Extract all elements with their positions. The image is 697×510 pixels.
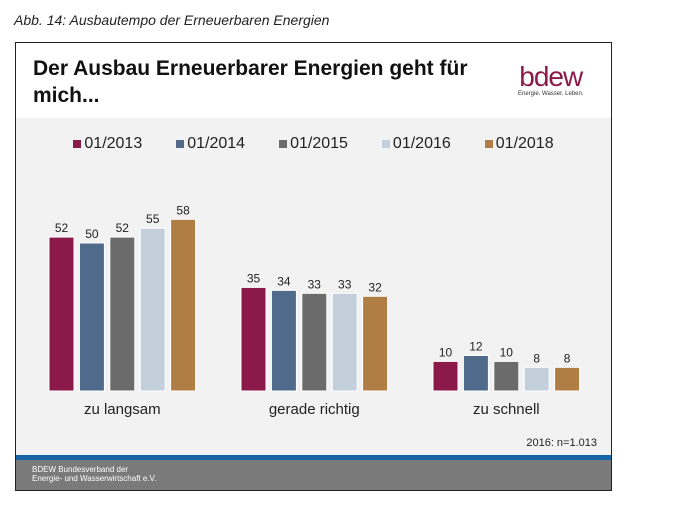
data-label: 8	[533, 351, 540, 365]
category-label: zu langsam	[84, 401, 161, 418]
legend-swatch	[484, 140, 493, 148]
bar	[270, 289, 297, 392]
legend-swatch	[73, 140, 82, 148]
bar	[170, 218, 197, 392]
legend-item: 01/2016	[381, 135, 451, 153]
data-label: 33	[308, 277, 322, 291]
category-label: zu schnell	[473, 401, 540, 418]
bar	[78, 242, 105, 392]
bar	[48, 236, 75, 392]
footer-line-2: Energie- und Wasserwirtschaft e.V.	[32, 474, 157, 483]
bar	[109, 236, 136, 392]
bar	[523, 366, 550, 392]
footer-line-1: BDEW Bundesverband der	[32, 465, 129, 474]
legend-label: 01/2013	[84, 135, 143, 152]
legend-item: 01/2018	[484, 135, 554, 153]
footer: BDEW Bundesverband der Energie- und Wass…	[16, 460, 611, 490]
legend-label: 01/2014	[187, 135, 246, 152]
bar	[331, 292, 358, 392]
bdew-logo: bdew Energie. Wasser. Leben.	[518, 61, 584, 98]
bar	[362, 295, 389, 392]
bar	[493, 360, 520, 392]
legend-swatch	[381, 140, 390, 148]
data-label: 35	[247, 271, 261, 285]
data-label: 50	[85, 227, 99, 241]
legend: 01/2013 01/2014 01/2015 01/2016 01/2018	[16, 135, 611, 153]
data-label: 34	[277, 274, 291, 288]
data-label: 8	[564, 351, 571, 365]
legend-item: 01/2014	[176, 135, 245, 153]
bar	[240, 286, 267, 392]
bar	[554, 366, 581, 392]
legend-item: 01/2013	[73, 135, 142, 153]
legend-swatch	[279, 140, 288, 148]
legend-label: 01/2016	[392, 135, 451, 152]
data-label: 10	[439, 345, 453, 359]
data-label: 12	[469, 339, 483, 353]
data-label: 33	[338, 277, 352, 291]
bar	[462, 354, 489, 392]
bar	[139, 227, 166, 392]
logo-tagline: Energie. Wasser. Leben.	[518, 91, 584, 97]
legend-swatch	[176, 140, 185, 148]
data-label: 52	[55, 221, 69, 235]
legend-label: 01/2015	[290, 135, 348, 152]
data-label: 58	[176, 203, 190, 217]
data-label: 52	[116, 221, 130, 235]
legend-label: 01/2018	[495, 135, 554, 152]
data-label: 10	[500, 345, 514, 359]
figure-caption: Abb. 14: Ausbautempo der Erneuerbaren En…	[14, 12, 330, 28]
logo-wordmark: bdew	[519, 61, 583, 92]
bar-chart: 52 50 52 55 58 zu langsam 35 34 33 33 32 gerade ric…	[48, 203, 581, 418]
chart-title: Der Ausbau Erneuerbarer Energien geht fü…	[33, 57, 468, 107]
chart-slide: Der Ausbau Erneuerbarer Energien geht fü…	[15, 42, 612, 491]
bar	[432, 360, 459, 392]
sample-note: 2016: n=1.013	[526, 437, 597, 449]
data-label: 55	[146, 212, 160, 226]
bar	[301, 292, 328, 392]
footer-stripe	[16, 455, 611, 460]
data-label: 32	[368, 280, 382, 294]
legend-item: 01/2015	[279, 135, 348, 153]
category-label: gerade richtig	[269, 401, 360, 418]
slide-header: Der Ausbau Erneuerbarer Energien geht fü…	[16, 43, 611, 118]
